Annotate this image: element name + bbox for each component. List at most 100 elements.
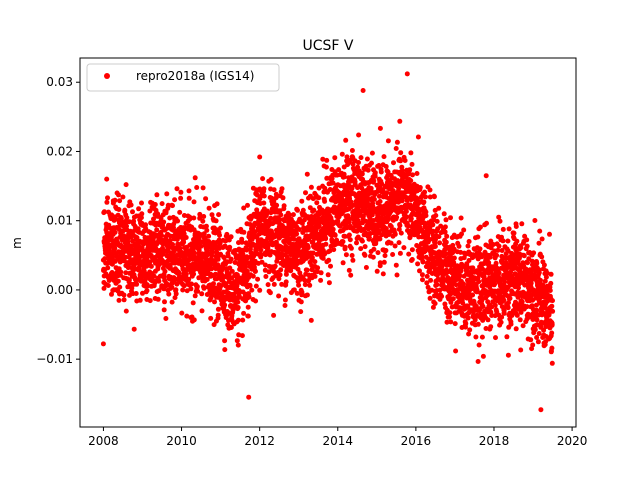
data-point [239,333,245,339]
x-tick-label: 2008 [88,434,119,448]
data-point [121,292,127,298]
data-point [538,407,544,413]
data-point [378,169,384,175]
data-point [354,240,359,246]
data-point [458,249,464,255]
data-point [407,167,413,173]
data-point [346,267,352,273]
data-point [365,167,371,173]
data-point [225,253,231,259]
data-point [366,235,372,241]
data-point [466,331,472,337]
data-point [208,315,214,321]
data-point [268,176,274,182]
data-point [139,211,145,217]
data-point [433,213,439,218]
data-point [186,188,192,194]
data-point [369,150,375,156]
data-point [433,237,438,242]
data-point [156,278,162,284]
data-point [261,200,267,206]
data-point [425,284,431,290]
data-point [423,194,428,200]
data-point [320,156,326,162]
data-point [392,243,398,249]
y-axis: −0.01 0.00 0.01 0.02 0.03 [36,75,80,366]
data-point [298,299,304,305]
data-point [235,317,241,323]
data-point [461,227,467,233]
data-point [154,227,160,233]
data-point [517,317,523,323]
data-point [458,215,464,221]
data-point [465,243,471,249]
data-point [215,306,221,312]
data-point [423,209,429,215]
data-point [262,262,268,268]
data-point [534,335,540,340]
data-point [459,231,464,237]
data-point [295,266,301,272]
data-point [294,290,300,296]
data-point [381,154,387,160]
data-point [427,187,433,193]
data-point [151,216,156,222]
data-point [393,262,399,268]
data-point [328,263,333,269]
data-point [444,233,450,239]
data-point [277,217,283,223]
x-tick-label: 2020 [557,434,588,448]
data-point [271,269,277,274]
data-point [259,259,265,265]
data-point [260,176,266,182]
data-point [172,295,178,301]
data-point [234,283,240,289]
data-point [131,218,137,224]
data-point [394,272,400,278]
data-point [234,338,240,344]
data-point [484,220,489,226]
data-point [139,200,144,206]
data-point [227,244,233,250]
data-point [473,334,479,340]
data-point [161,307,167,313]
data-point [496,243,502,249]
data-point [470,252,476,258]
data-point [397,118,403,124]
data-point [330,226,336,232]
data-point [258,247,264,253]
data-point [330,180,336,186]
data-point [204,277,210,282]
data-point [173,287,179,293]
data-point [409,161,415,167]
data-point [228,234,234,240]
data-point [211,281,216,287]
data-point [271,312,277,318]
data-point [409,247,415,253]
data-point [423,213,429,219]
data-point [367,231,373,236]
data-point [203,223,209,229]
data-point [217,241,223,247]
data-point [535,339,541,345]
data-point [407,234,413,240]
data-point [495,247,501,253]
data-point [402,158,408,163]
data-point [431,194,437,200]
data-point [117,198,123,204]
data-point [246,294,252,300]
data-point [420,259,426,265]
data-point [371,246,377,252]
data-point [359,171,365,177]
data-point [281,203,287,209]
data-point [549,322,555,328]
data-point [245,304,251,310]
data-point [356,160,361,165]
data-point [518,347,524,353]
data-point [370,254,376,260]
data-point [191,199,197,205]
data-point [305,245,311,251]
data-point [424,280,430,286]
data-point [283,279,289,285]
data-point [301,217,307,223]
